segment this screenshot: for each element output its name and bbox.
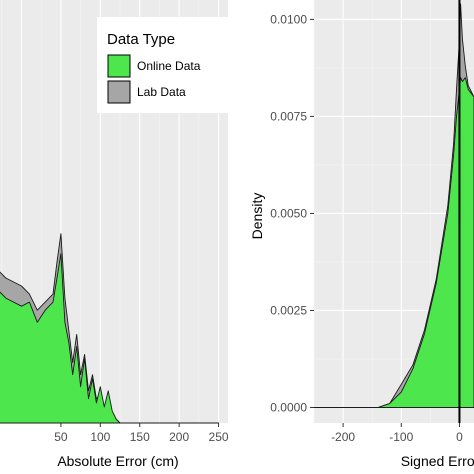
online-data-density — [0, 253, 219, 424]
x-tick-label: -200 — [331, 430, 355, 444]
legend-item-label: Online Data — [137, 59, 201, 73]
x-tick-label: 50 — [54, 430, 68, 444]
y-tick-label: 0.0100 — [270, 12, 307, 26]
legend-item-label: Lab Data — [137, 85, 186, 99]
x-axis-title: Signed Error — [401, 453, 474, 469]
legend-title: Data Type — [107, 31, 175, 48]
legend-key-swatch — [107, 80, 131, 104]
y-axis-title: Density — [249, 193, 265, 240]
legend-key-swatch — [107, 54, 131, 78]
online-data-density — [313, 77, 474, 408]
absolute-error-panel: 50 100 150 200 250 Absolute Error (cm) Data Ty… — [0, 0, 229, 469]
y-tick-label: 0.0025 — [270, 303, 307, 317]
x-tick-label: 200 — [169, 430, 189, 444]
x-tick-label: 250 — [209, 430, 229, 444]
y-tick-label: 0.0000 — [270, 400, 307, 414]
x-axis-title: Absolute Error (cm) — [57, 453, 178, 469]
x-tick-label: 0 — [456, 430, 463, 444]
x-tick-label: -100 — [389, 430, 413, 444]
y-tick-label: 0.0075 — [270, 109, 307, 123]
y-tick-label: 0.0050 — [270, 206, 307, 220]
x-tick-label: 150 — [130, 430, 150, 444]
x-tick-label: 100 — [90, 430, 110, 444]
signed-error-panel: -200 -100 0 0.0000 0.0025 0.0050 0.0075 0.0100 S… — [249, 0, 474, 469]
legend: Data Type Online Data Lab Data — [97, 17, 228, 113]
